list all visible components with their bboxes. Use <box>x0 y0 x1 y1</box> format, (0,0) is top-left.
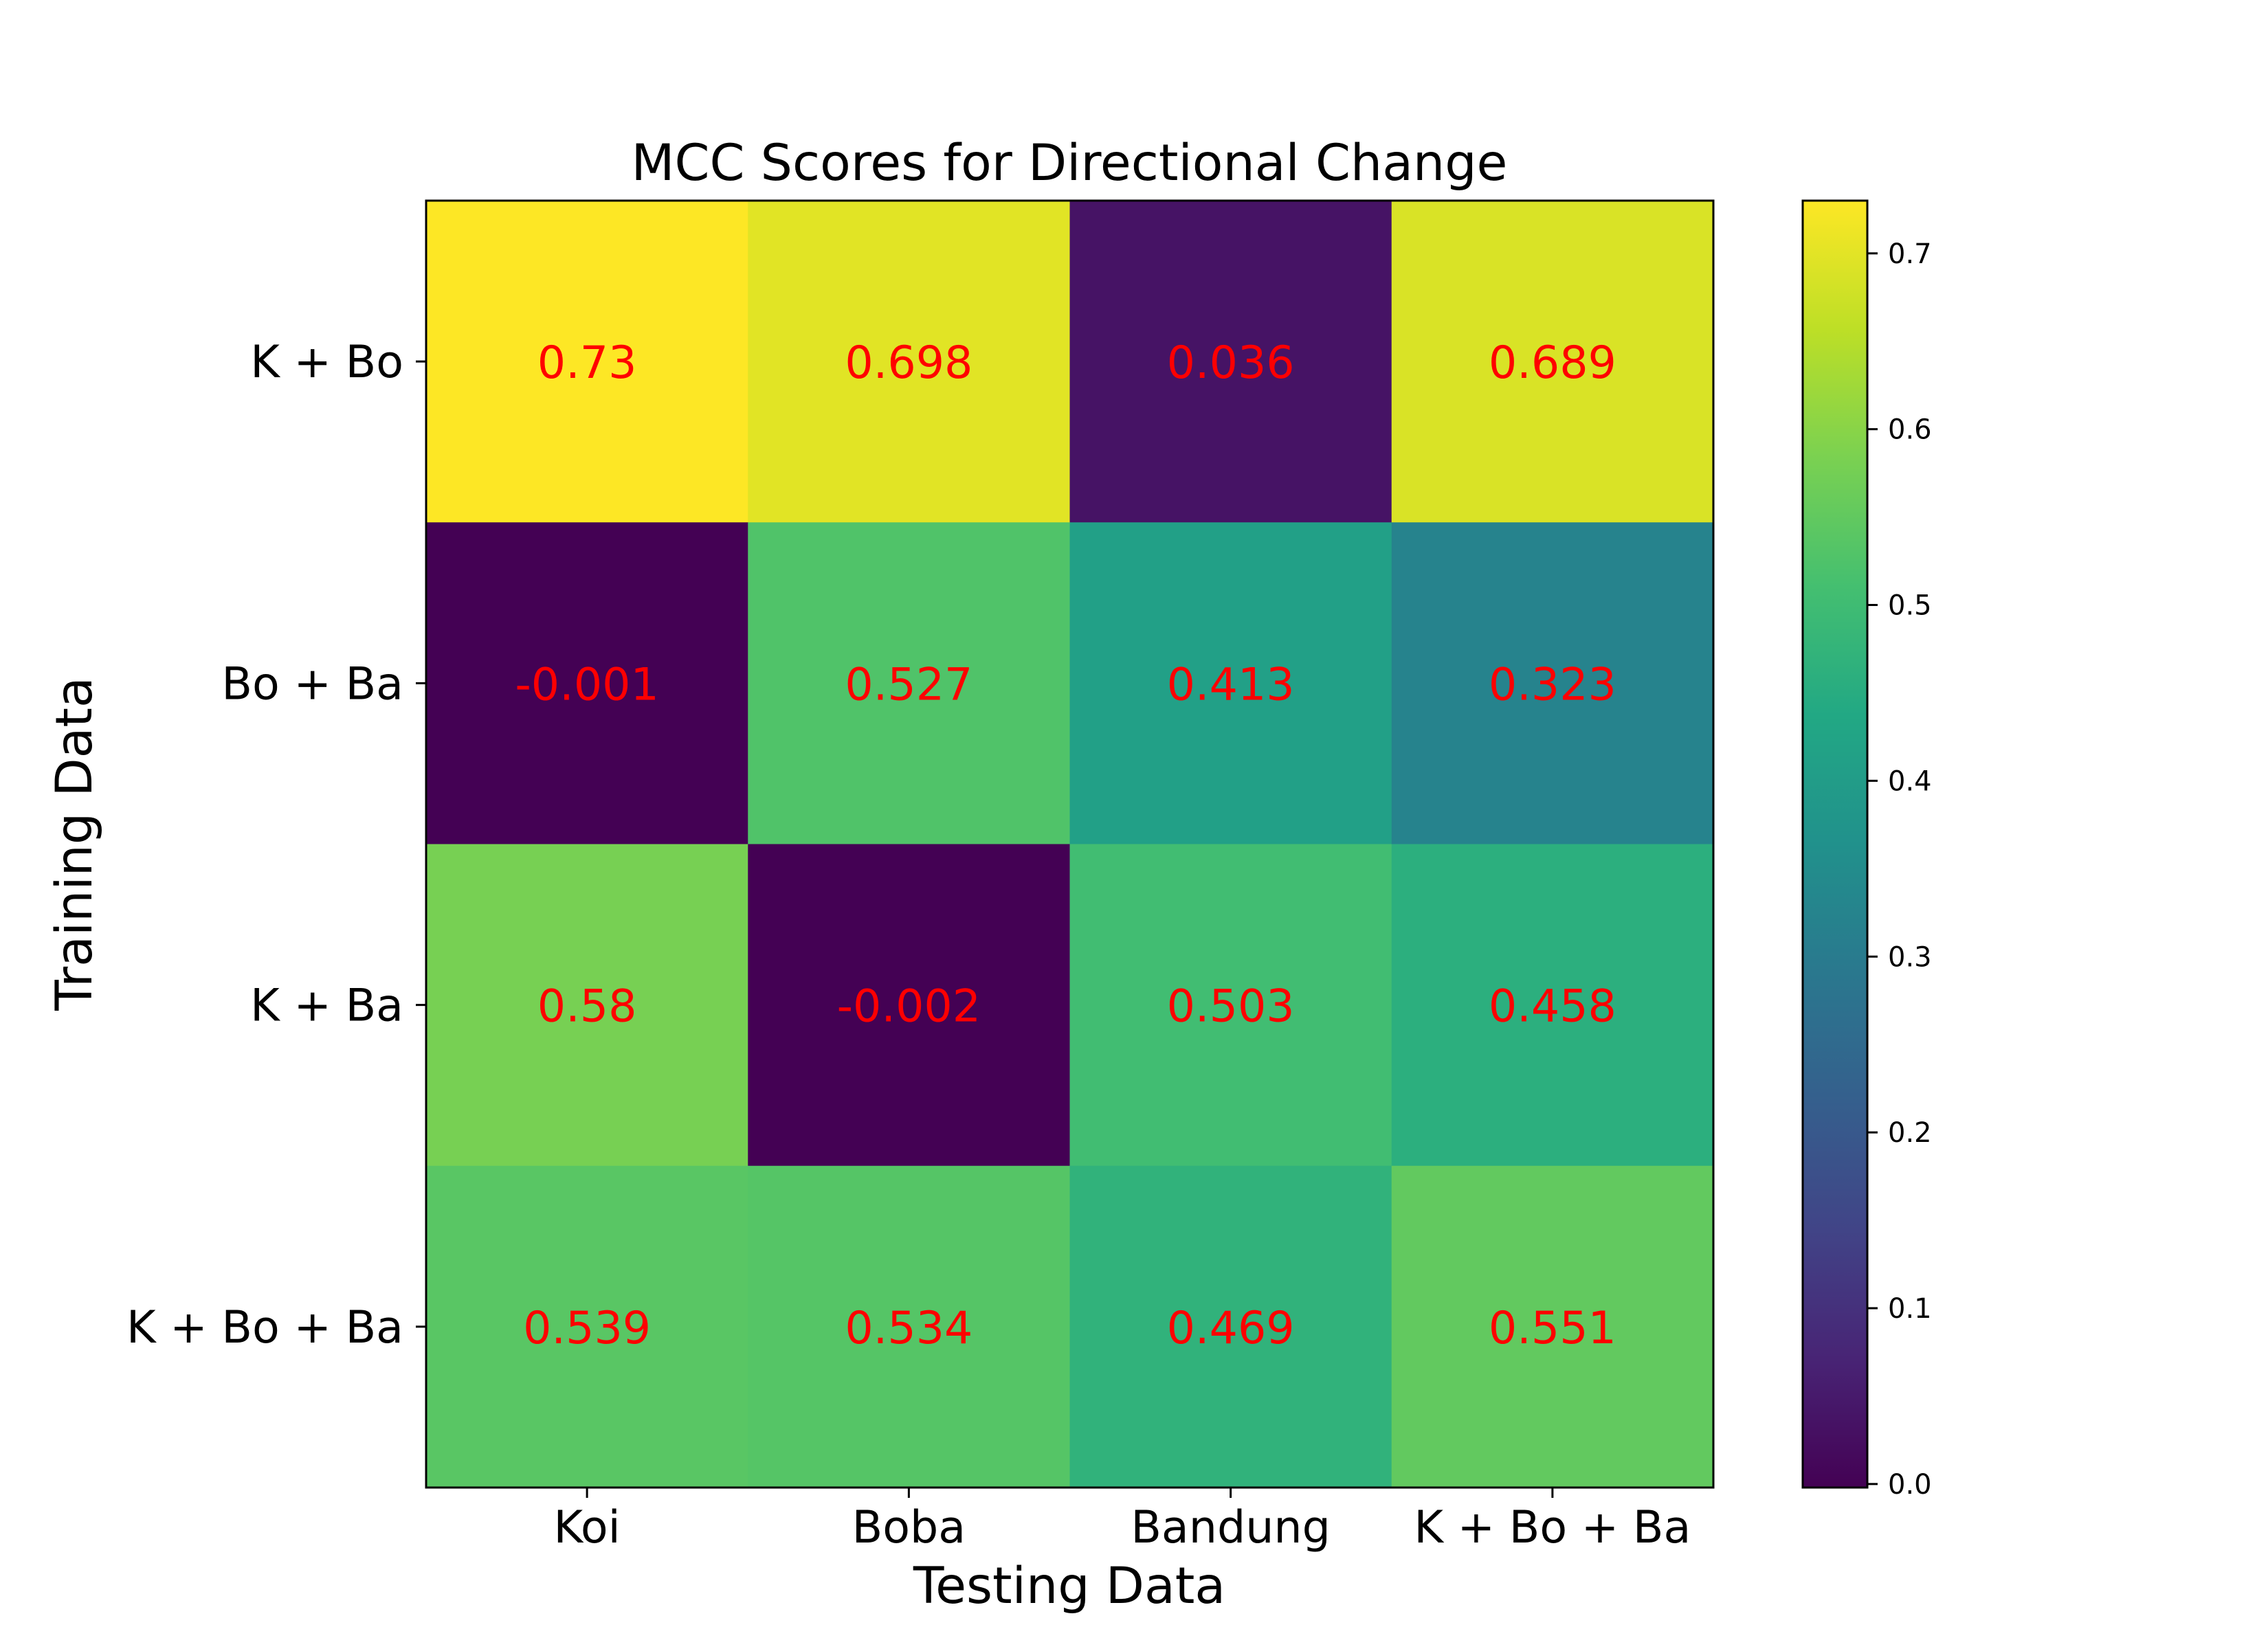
y-tick-label: K + Bo + Ba <box>126 1302 403 1354</box>
heatmap-cell <box>1069 1165 1392 1488</box>
colorbar-tick-label: 0.0 <box>1888 1469 1932 1501</box>
cell-value-label: 0.413 <box>1167 659 1295 710</box>
heatmap-cells <box>426 201 1714 1488</box>
cell-value-label: 0.036 <box>1167 337 1295 389</box>
cell-labels: 0.73 0.698 0.036 0.689 -0.001 0.527 0.413 0.323… <box>515 337 1616 1354</box>
heatmap-cell <box>1391 1165 1714 1488</box>
cell-value-label: 0.551 <box>1489 1303 1616 1354</box>
cell-value-label: -0.002 <box>837 981 981 1033</box>
x-axis-ticks: Koi Boba Bandung K + Bo + Ba <box>554 1488 1691 1553</box>
cell-value-label: 0.539 <box>523 1303 651 1354</box>
colorbar-tick-label: 0.5 <box>1888 590 1932 622</box>
x-tick-label: Bandung <box>1131 1502 1331 1553</box>
x-tick-label: Boba <box>852 1502 966 1553</box>
colorbar-ticks: 0.0 0.1 0.2 0.3 0.4 0.5 0.6 0.7 <box>1867 238 1932 1501</box>
heatmap-cell <box>1391 522 1714 844</box>
heatmap-cell <box>1069 201 1392 523</box>
cell-value-label: 0.323 <box>1489 659 1616 710</box>
plot-frame <box>425 199 1715 1489</box>
colorbar-tick-label: 0.4 <box>1888 765 1932 797</box>
heatmap-cell <box>748 844 1070 1167</box>
colorbar-tick-label: 0.6 <box>1888 414 1932 446</box>
heatmap-cell <box>426 1165 748 1488</box>
y-axis-label: Training Data <box>45 677 104 1011</box>
heatmap-cell <box>1391 201 1714 523</box>
cell-value-label: 0.503 <box>1167 981 1295 1033</box>
x-tick-label: K + Bo + Ba <box>1414 1502 1691 1553</box>
colorbar <box>1801 199 1869 1489</box>
heatmap-cell <box>1069 844 1392 1167</box>
x-tick-label: Koi <box>554 1502 621 1553</box>
y-tick-label: Bo + Ba <box>221 658 403 710</box>
cell-value-label: 0.534 <box>845 1303 972 1354</box>
y-tick-label: K + Bo <box>250 337 403 388</box>
heatmap-cell <box>1391 844 1714 1167</box>
x-axis-label: Testing Data <box>913 1557 1225 1615</box>
heatmap-cell <box>426 522 748 844</box>
y-tick-label: K + Ba <box>250 980 403 1032</box>
colorbar-tick-label: 0.7 <box>1888 238 1932 270</box>
heatmap-cell <box>748 201 1070 523</box>
cell-value-label: -0.001 <box>515 659 659 710</box>
cell-value-label: 0.458 <box>1489 981 1616 1033</box>
colorbar-tick-label: 0.3 <box>1888 941 1932 973</box>
cell-value-label: 0.527 <box>845 659 972 710</box>
cell-value-label: 0.58 <box>537 981 637 1033</box>
cell-value-label: 0.698 <box>845 337 972 389</box>
colorbar-tick-label: 0.1 <box>1888 1293 1932 1325</box>
heatmap-cell <box>748 1165 1070 1488</box>
heatmap-cell <box>1069 522 1392 844</box>
cell-value-label: 0.689 <box>1489 337 1616 389</box>
chart-title: MCC Scores for Directional Change <box>632 134 1508 192</box>
heatmap-cell <box>748 522 1070 844</box>
heatmap-cell <box>426 844 748 1167</box>
y-axis-ticks: K + Bo Bo + Ba K + Ba K + Bo + Ba <box>126 337 426 1354</box>
heatmap-cell <box>426 201 748 523</box>
cell-value-label: 0.469 <box>1167 1303 1295 1354</box>
colorbar-tick-label: 0.2 <box>1888 1117 1932 1149</box>
cell-value-label: 0.73 <box>537 337 637 389</box>
